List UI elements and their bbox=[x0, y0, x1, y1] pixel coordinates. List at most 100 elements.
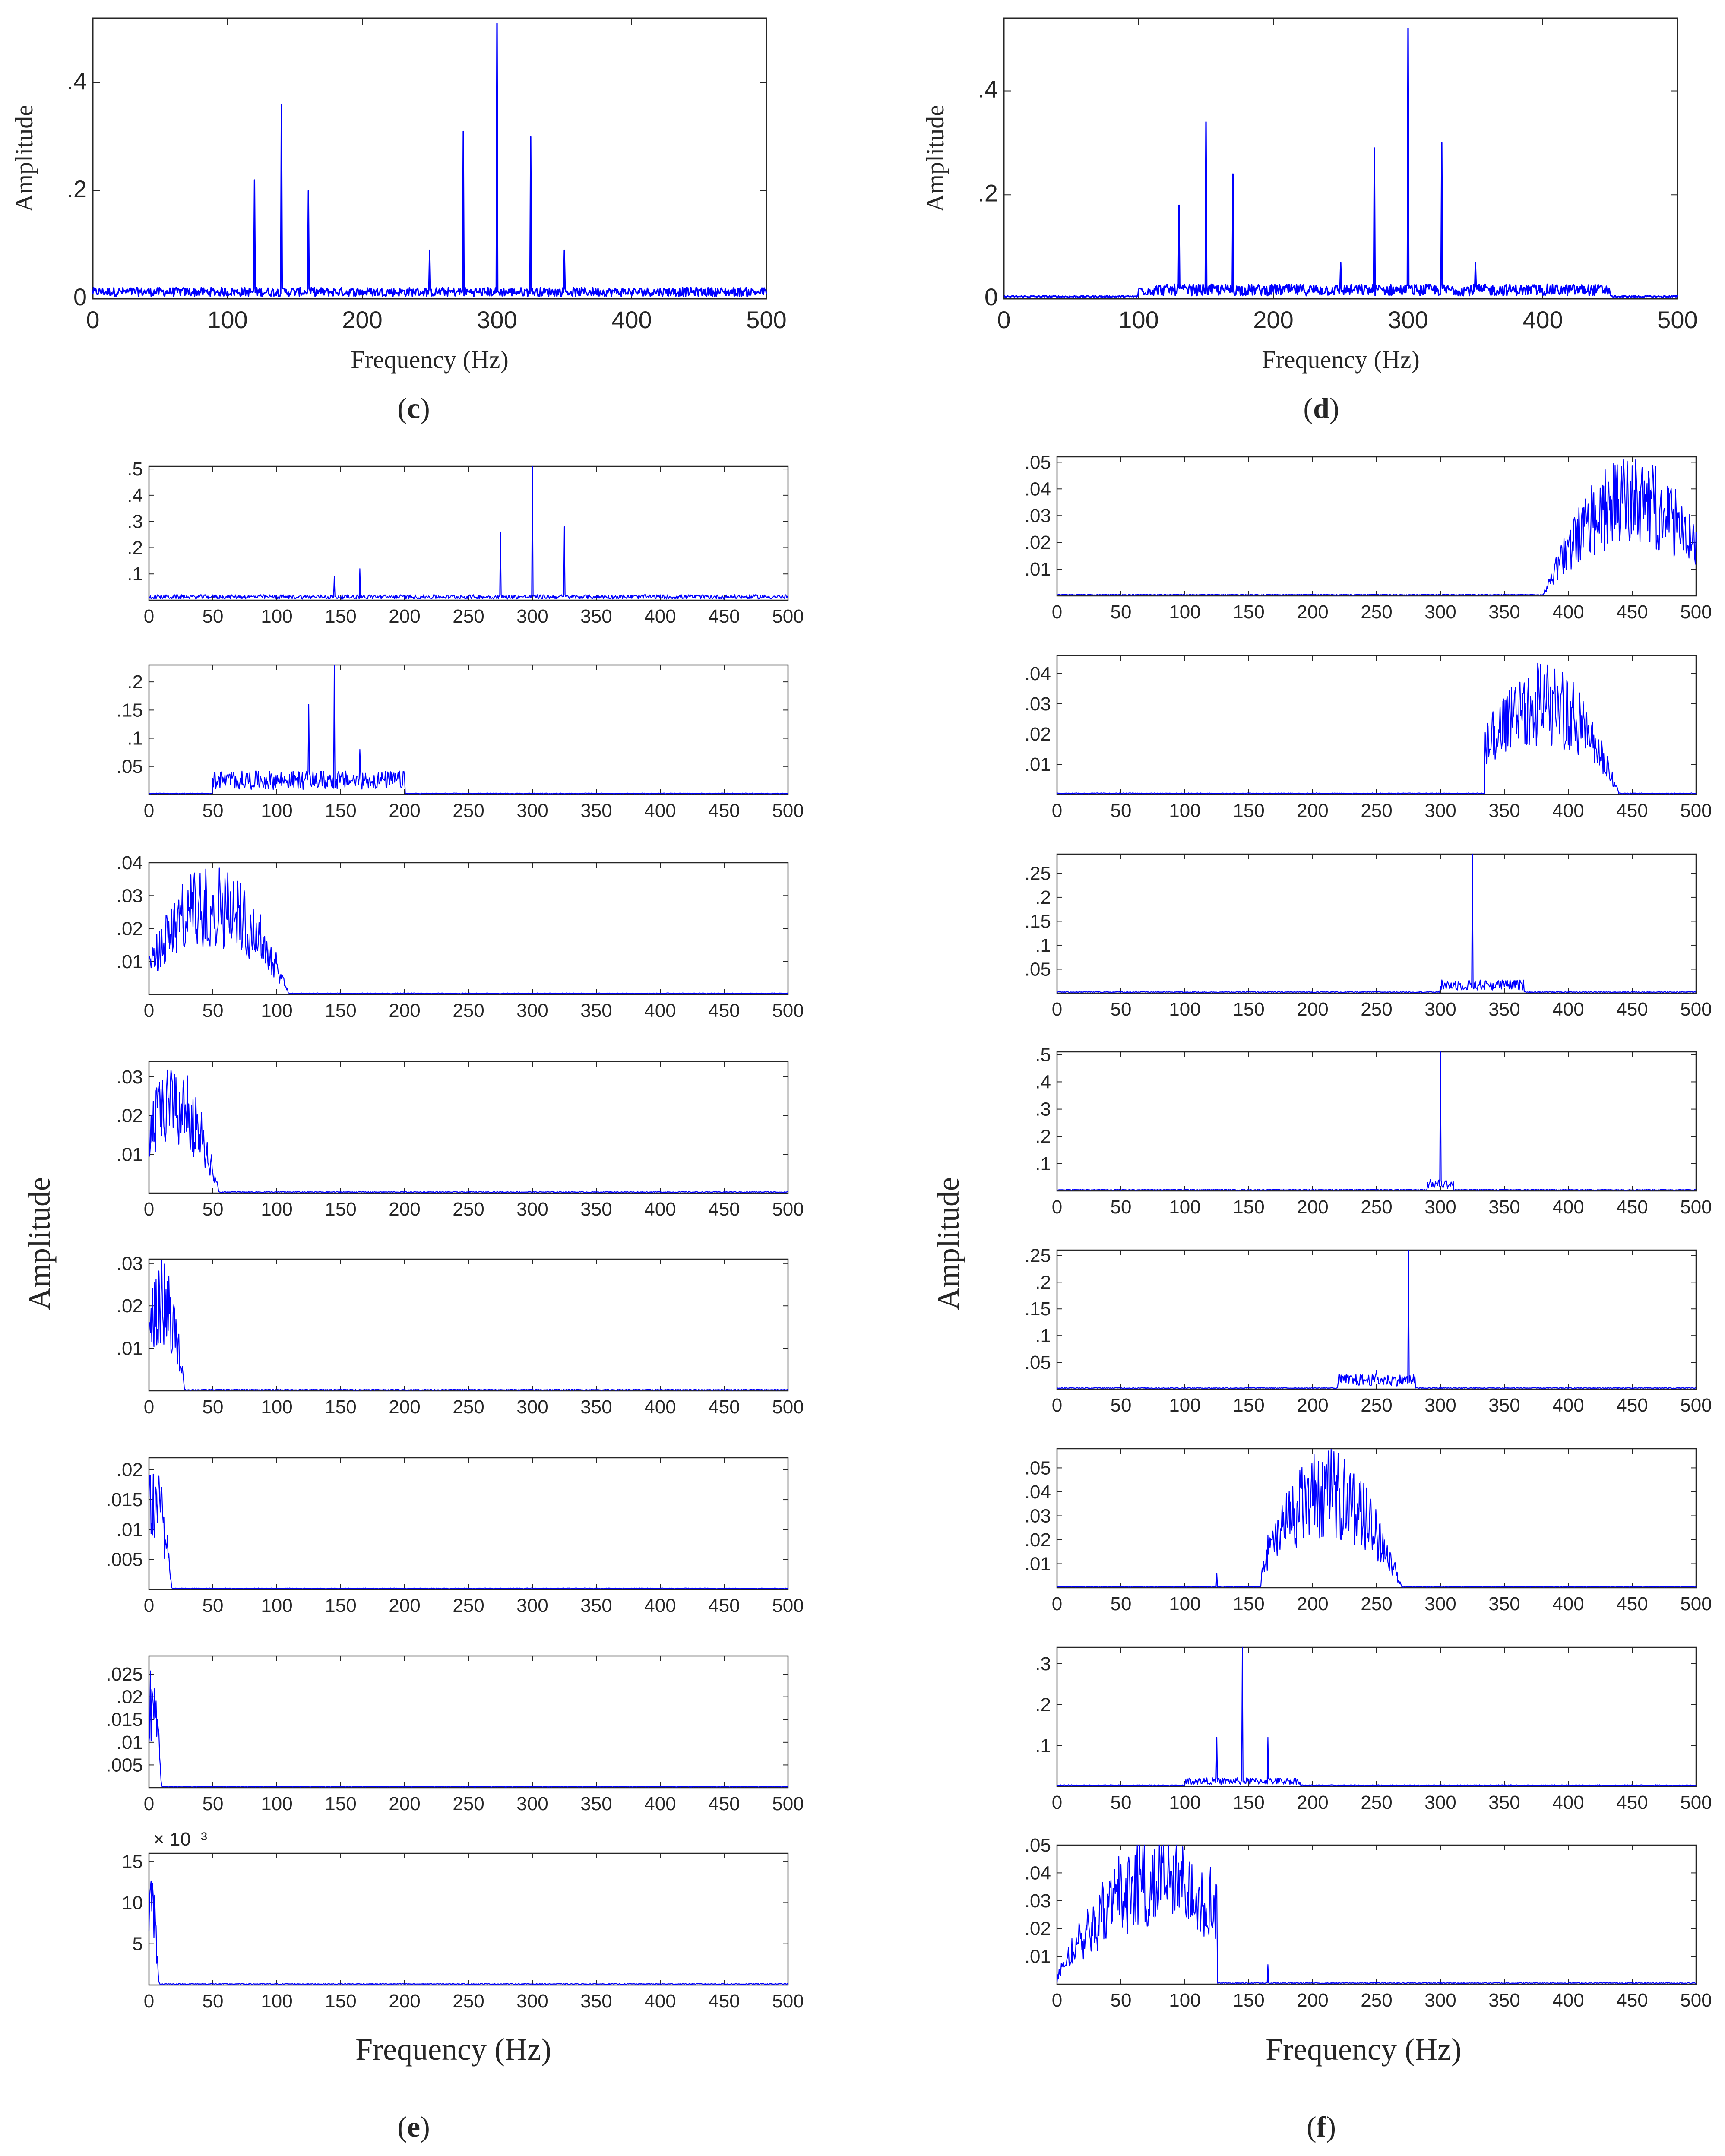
y-axis-title: Amplitude bbox=[921, 105, 949, 212]
x-tick-label: 350 bbox=[1488, 1395, 1520, 1416]
y-tick-label: .02 bbox=[117, 1295, 143, 1317]
subplot-e6: 0 50 100 150 200 250 300 350 400 450 500 .005 .01 .01… bbox=[106, 1457, 804, 1616]
x-tick-label: 0 bbox=[1052, 1593, 1062, 1615]
x-tick-label: 50 bbox=[203, 1595, 224, 1616]
y-tick-label: .4 bbox=[978, 76, 998, 103]
y-tick-label: .4 bbox=[66, 67, 87, 95]
x-tick-label: 250 bbox=[453, 606, 484, 627]
x-tick-label: 50 bbox=[1111, 999, 1132, 1020]
y-tick-label: .02 bbox=[117, 1687, 143, 1708]
y-tick-label: .1 bbox=[1035, 1325, 1051, 1346]
x-tick-label: 100 bbox=[1118, 306, 1158, 333]
y-tick-label: .1 bbox=[127, 728, 143, 749]
x-tick-label: 350 bbox=[580, 1991, 612, 2012]
x-tick-label: 150 bbox=[1233, 999, 1264, 1020]
x-tick-label: 50 bbox=[1111, 1792, 1132, 1813]
subplot-f8: 0 50 100 150 200 250 300 350 400 450 500 .01 .02 .03.… bbox=[1025, 1835, 1712, 2011]
x-tick-label: 0 bbox=[1052, 1197, 1062, 1218]
x-tick-label: 200 bbox=[1297, 1197, 1328, 1218]
x-tick-label: 150 bbox=[325, 1000, 356, 1021]
x-tick-label: 450 bbox=[708, 1396, 740, 1418]
x-tick-label: 400 bbox=[1552, 1593, 1584, 1615]
x-tick-label: 350 bbox=[580, 800, 612, 821]
x-tick-label: 300 bbox=[516, 800, 548, 821]
y-tick-label: .15 bbox=[117, 700, 143, 721]
panel-f-ylabel: Amplitude bbox=[931, 1177, 965, 1310]
y-tick-label: .005 bbox=[106, 1754, 143, 1776]
y-tick-label: .01 bbox=[117, 1144, 143, 1165]
x-tick-label: 200 bbox=[342, 306, 382, 333]
y-tick-label: .04 bbox=[1025, 1482, 1051, 1503]
x-tick-label: 0 bbox=[1052, 602, 1062, 623]
y-tick-label: .025 bbox=[106, 1664, 143, 1685]
spectrum-line bbox=[1057, 1051, 1697, 1191]
spectrum-line bbox=[1003, 28, 1678, 298]
x-tick-label: 250 bbox=[1361, 1197, 1392, 1218]
y-tick-label: .02 bbox=[117, 918, 143, 940]
x-tick-label: 100 bbox=[261, 606, 292, 627]
x-tick-label: 200 bbox=[1297, 999, 1328, 1020]
x-tick-label: 100 bbox=[1169, 1197, 1200, 1218]
y-tick-label: .02 bbox=[1025, 532, 1051, 553]
x-tick-label: 200 bbox=[1297, 1792, 1328, 1813]
x-tick-label: 300 bbox=[1424, 1990, 1456, 2011]
x-tick-label: 400 bbox=[1552, 1395, 1584, 1416]
y-tick-label: .2 bbox=[66, 175, 87, 203]
x-tick-label: 0 bbox=[144, 1000, 154, 1021]
y-tick-label: .03 bbox=[1025, 505, 1051, 526]
x-tick-label: 350 bbox=[580, 1000, 612, 1021]
x-tick-label: 100 bbox=[261, 1595, 292, 1616]
y-multiplier-label: × 10⁻³ bbox=[153, 1829, 207, 1850]
x-tick-label: 50 bbox=[203, 1396, 224, 1418]
x-tick-label: 350 bbox=[1488, 1593, 1520, 1615]
y-tick-label: .2 bbox=[127, 537, 143, 558]
y-tick-label: .01 bbox=[117, 1732, 143, 1753]
x-tick-label: 450 bbox=[1616, 1792, 1648, 1813]
x-tick-label: 400 bbox=[1552, 999, 1584, 1020]
spectrum-line bbox=[148, 1670, 788, 1788]
x-tick-label: 0 bbox=[997, 306, 1010, 333]
x-tick-label: 250 bbox=[1361, 999, 1392, 1020]
x-tick-label: 200 bbox=[1297, 602, 1328, 623]
subplot-f6: 0 50 100 150 200 250 300 350 400 450 500 .01.02 .03.… bbox=[1025, 1448, 1712, 1615]
y-tick-label: .02 bbox=[117, 1459, 143, 1481]
x-tick-label: 400 bbox=[1552, 1792, 1584, 1813]
x-tick-label: 100 bbox=[1169, 1990, 1200, 2011]
subplot-e4: 0 50 100 150 200 250 300 350 400 450 500 .01 .02 .03 bbox=[117, 1061, 804, 1220]
x-tick-label: 500 bbox=[772, 606, 804, 627]
x-tick-label: 100 bbox=[1169, 602, 1200, 623]
x-tick-label: 150 bbox=[1233, 1395, 1264, 1416]
x-tick-label: 350 bbox=[580, 606, 612, 627]
panel-label-d: (d) bbox=[1303, 392, 1339, 424]
x-tick-label: 200 bbox=[1297, 1593, 1328, 1615]
x-tick-label: 200 bbox=[389, 1595, 420, 1616]
y-tick-label: .01 bbox=[1025, 559, 1051, 580]
x-tick-label: 450 bbox=[1616, 602, 1648, 623]
y-tick-label: .2 bbox=[978, 179, 998, 206]
x-tick-label: 250 bbox=[453, 800, 484, 821]
x-tick-label: 450 bbox=[1616, 1593, 1648, 1615]
x-tick-label: 500 bbox=[1680, 1395, 1712, 1416]
x-tick-label: 100 bbox=[261, 1991, 292, 2012]
x-tick-label: 400 bbox=[644, 800, 676, 821]
y-tick-label: .03 bbox=[1025, 1505, 1051, 1526]
y-tick-label: .02 bbox=[117, 1105, 143, 1127]
x-tick-label: 500 bbox=[746, 306, 786, 333]
x-tick-label: 400 bbox=[644, 1396, 676, 1418]
axes-frame bbox=[1003, 17, 1678, 300]
x-tick-label: 200 bbox=[389, 1396, 420, 1418]
subplot-f4: 0 50 100 150 200 250 300 350 400 450 500 .1 .2 .3 .4 .5 bbox=[1035, 1044, 1712, 1218]
x-tick-label: 350 bbox=[580, 1595, 612, 1616]
x-tick-label: 200 bbox=[389, 606, 420, 627]
x-tick-label: 0 bbox=[144, 606, 154, 627]
subplot-f1: 0 50 100 150 200 250 300 350 400 450 500 .01 .02 .03.… bbox=[1025, 452, 1712, 623]
x-tick-label: 500 bbox=[772, 1396, 804, 1418]
y-tick-label: .03 bbox=[117, 1067, 143, 1088]
x-tick-label: 500 bbox=[1680, 602, 1712, 623]
x-tick-label: 100 bbox=[261, 1396, 292, 1418]
x-tick-label: 400 bbox=[644, 1199, 676, 1220]
x-tick-label: 250 bbox=[453, 1199, 484, 1220]
x-tick-label: 200 bbox=[1297, 1395, 1328, 1416]
y-tick-label: .05 bbox=[1025, 1352, 1051, 1373]
x-tick-label: 0 bbox=[144, 1793, 154, 1814]
